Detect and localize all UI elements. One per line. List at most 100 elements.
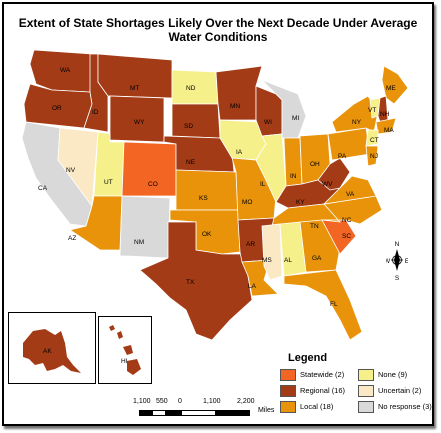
state-label-in: IN [290,173,297,180]
state-label-ct: CT [370,137,379,144]
state-label-al: AL [284,257,292,264]
swatch-statewide [280,369,296,381]
state-label-wi: WI [264,119,272,126]
state-label-ma: MA [384,127,394,134]
state-sd [171,103,221,139]
state-label-nc: NC [342,217,352,224]
state-fl [283,269,363,341]
state-label-nh: NH [380,111,390,118]
state-label-wy: WY [134,119,145,126]
state-label-il: IL [260,181,266,188]
state-label-nv: NV [66,167,76,174]
scale-tick-3: 1,100 [203,398,221,405]
state-label-sc: SC [342,233,351,240]
state-label-ok: OK [202,231,212,238]
legend-title: Legend [288,352,328,364]
state-label-oh: OH [310,161,320,168]
swatch-no-response [358,401,374,413]
state-nj [365,145,379,167]
swatch-local [280,401,296,413]
north-arrow: N S W E [386,241,408,282]
state-va [322,175,377,205]
scale-segment-5 [215,410,250,416]
state-label-pa: PA [338,153,347,160]
state-label-nm: NM [134,239,144,246]
alaska-inset: AK [8,312,96,384]
state-il [255,133,287,203]
legend-item-local: Local (18) [280,401,333,413]
scale-segment-1 [139,410,153,416]
hawaii-inset: HI [98,316,152,384]
state-nc [321,195,383,225]
state-label-nd: ND [186,85,196,92]
state-label-ga: GA [312,255,322,262]
state-label-ar: AR [246,241,255,248]
legend-item-no-response: No response (3) [358,401,432,413]
state-label-tx: TX [186,279,195,286]
scale-tick-2: 0 [178,398,182,405]
state-label-mn: MN [230,103,240,110]
legend-item-regional: Regional (16) [280,385,345,397]
swatch-regional [280,385,296,397]
state-label-ky: KY [296,199,305,206]
hawaii-shape: HI [109,325,141,375]
state-wv [317,157,351,191]
scale-unit: Miles [258,407,275,414]
state-label-va: VA [346,191,355,198]
scale-segment-4 [181,410,216,416]
state-label-tn: TN [310,223,319,230]
state-label-ny: NY [352,119,362,126]
state-label-ut: UT [104,179,113,186]
state-label-id: ID [92,109,99,116]
state-label-nj: NJ [370,153,378,160]
compass-w: W [386,258,391,265]
state-label-vt: VT [368,107,376,114]
state-label-wv: WV [322,181,333,188]
state-pa [327,127,371,161]
state-label-fl: FL [330,301,338,308]
state-me [381,65,409,105]
compass-s: S [395,275,400,282]
alaska-shape: AK [23,329,81,373]
state-nm [119,195,171,259]
state-ct [365,129,379,147]
compass-n: N [395,241,400,248]
legend-item-statewide: Statewide (2) [280,369,344,381]
state-label-mo: MO [242,199,252,206]
state-label-la: LA [248,283,257,290]
state-label-sd: SD [184,123,193,130]
state-label-ia: IA [236,149,243,156]
map-title: Extent of State Shortages Likely Over th… [18,16,418,44]
scale-tick-0: 1,100 [133,398,151,405]
state-label-me: ME [386,85,396,92]
state-label-or: OR [52,105,62,112]
state-label-mt: MT [130,85,139,92]
scale-tick-1: 550 [156,398,168,405]
state-label-co: CO [148,181,158,188]
legend: Legend Statewide (2) Regional (16) Local… [278,352,432,414]
state-ut [93,131,125,197]
state-mn [215,65,263,121]
state-label-ak: AK [43,348,52,355]
legend-item-uncertain: Uncertain (2) [358,385,421,397]
state-label-ks: KS [199,195,208,202]
swatch-uncertain [358,385,374,397]
state-label-hi: HI [121,358,128,365]
state-label-az: AZ [68,235,76,242]
compass-e: E [405,258,408,265]
state-nh [377,95,389,123]
scale-segment-2 [152,410,166,416]
state-ks [175,169,239,211]
scale-segment-3 [165,410,182,416]
state-tx [139,221,253,341]
state-label-ne: NE [186,159,196,166]
state-label-wa: WA [60,67,71,74]
state-label-ms: MS [262,257,272,264]
state-ms [261,223,283,281]
state-label-mi: MI [292,115,299,122]
legend-item-none: None (9) [358,369,407,381]
scale-bar: 1,100 550 0 1,100 2,200 Miles [133,398,283,420]
state-label-ca: CA [38,185,48,192]
scale-tick-4: 2,200 [237,398,255,405]
